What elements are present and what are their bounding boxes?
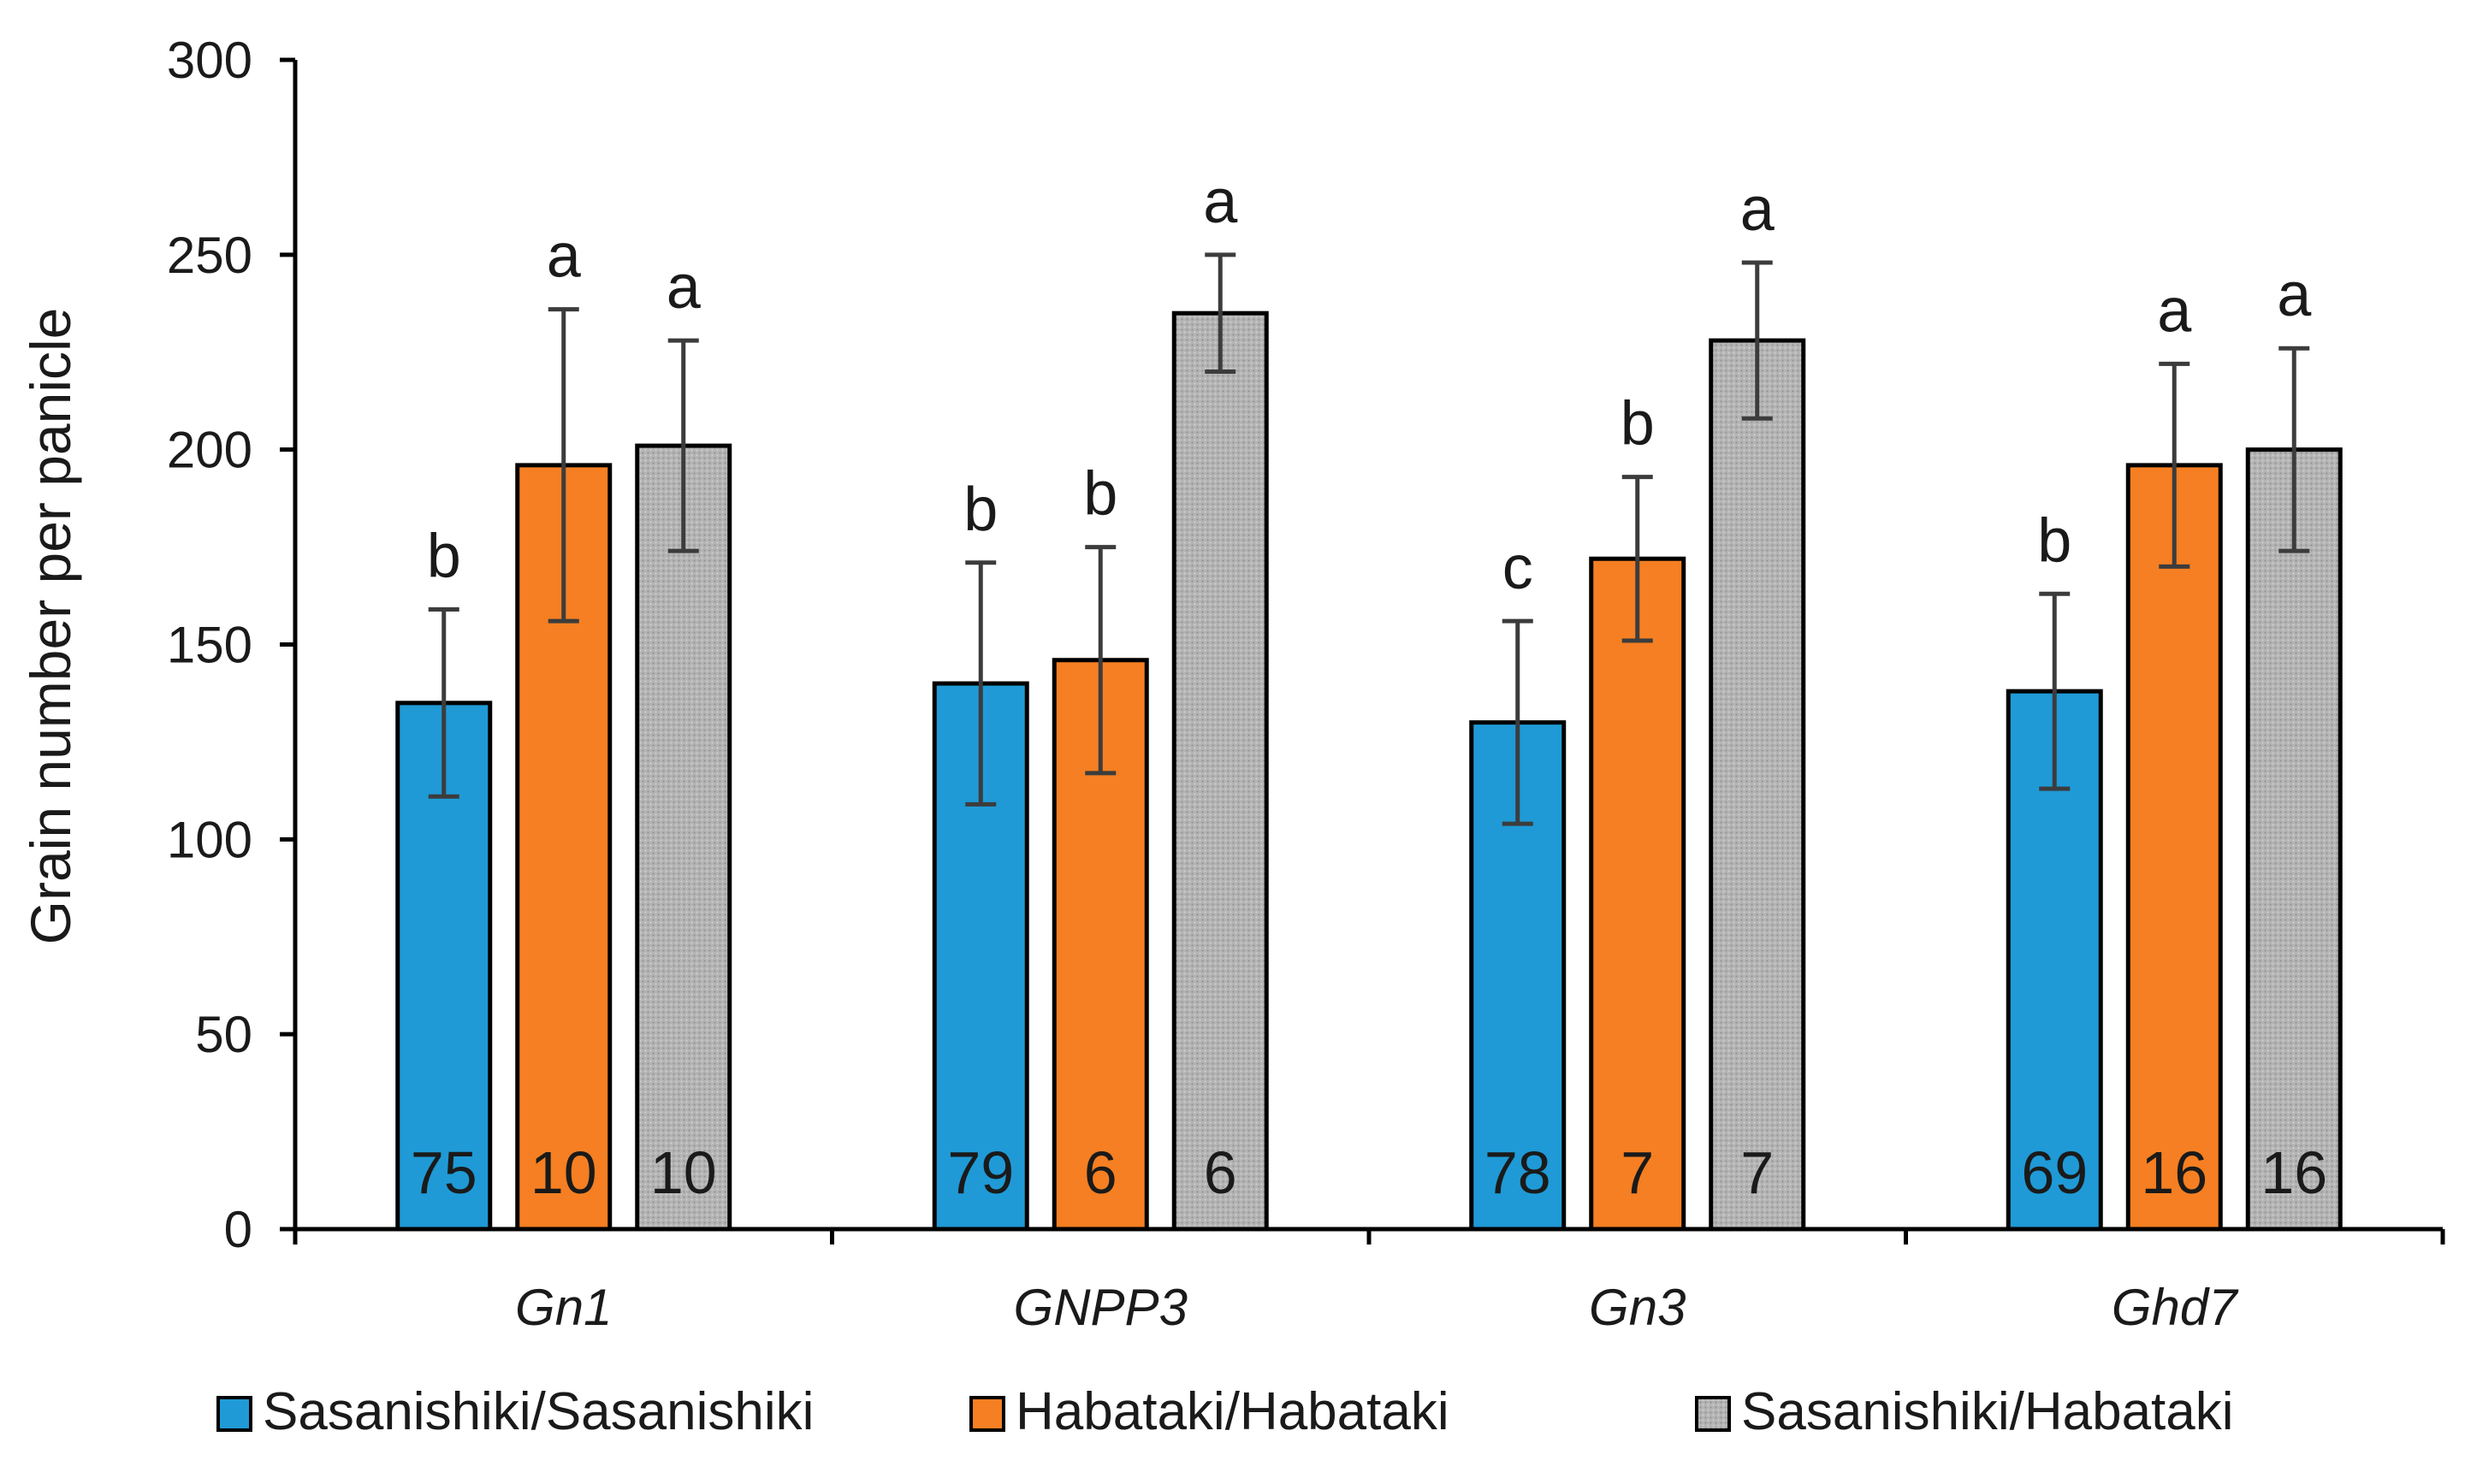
y-tick-label: 50 <box>195 1006 252 1063</box>
axes-layer: 0 50 100 150 200 250 300 <box>167 32 2445 1258</box>
y-tick-label: 0 <box>224 1201 252 1258</box>
legend-swatch-series2 <box>969 1396 1005 1432</box>
bars-layer <box>395 252 2343 1232</box>
sample-count-label: 78 <box>1484 1139 1551 1206</box>
sample-count-label: 7 <box>1621 1139 1654 1206</box>
legend: Sasanishiki/Sasanishiki Habataki/Habataki… <box>216 1382 2234 1441</box>
significance-label: b <box>1083 460 1117 529</box>
y-axis-label: Grain number per panicle <box>19 308 82 945</box>
y-tick-label: 300 <box>167 32 252 89</box>
sample-count-label: 10 <box>530 1139 597 1206</box>
significance-label: c <box>1502 534 1533 602</box>
bar-Gn3-series2 <box>1589 556 1686 1232</box>
sample-count-label: 10 <box>650 1139 717 1206</box>
bar-Ghd7-series3 <box>2245 447 2343 1232</box>
category-label-Gn1: Gn1 <box>515 1279 612 1336</box>
significance-label: a <box>1740 175 1775 244</box>
significance-label: a <box>2277 261 2312 329</box>
sample-count-label: 6 <box>1084 1139 1117 1206</box>
category-label-Ghd7: Ghd7 <box>2112 1279 2239 1336</box>
sample-count-label: 16 <box>2261 1139 2327 1206</box>
bar-Gn3-series3 <box>1709 338 1806 1232</box>
sample-count-label: 79 <box>947 1139 1014 1206</box>
significance-label: a <box>547 222 582 291</box>
y-tick-label: 150 <box>167 617 252 674</box>
bar-GNPP3-series3 <box>1171 310 1269 1232</box>
bar-Gn1-series3 <box>635 443 732 1232</box>
bar-Ghd7-series2 <box>2125 463 2223 1232</box>
legend-label-series2: Habataki/Habataki <box>1016 1382 1449 1441</box>
legend-swatch-series3 <box>1695 1396 1731 1432</box>
sample-count-label: 75 <box>411 1139 477 1206</box>
y-tick-label: 200 <box>167 422 252 479</box>
legend-label-series1: Sasanishiki/Sasanishiki <box>263 1382 814 1441</box>
sample-count-label: 6 <box>1204 1139 1237 1206</box>
sample-count-label: 69 <box>2021 1139 2088 1206</box>
sample-count-label: 7 <box>1740 1139 1774 1206</box>
legend-label-series3: Sasanishiki/Habataki <box>1741 1382 2234 1441</box>
category-label-Gn3: Gn3 <box>1589 1279 1686 1336</box>
significance-label: b <box>1621 390 1655 458</box>
significance-label: a <box>667 253 702 322</box>
significance-label: b <box>427 522 461 590</box>
significance-label: b <box>2037 506 2071 575</box>
category-label-GNPP3: GNPP3 <box>1014 1279 1188 1336</box>
significance-label: a <box>1203 168 1238 236</box>
legend-swatch-series1 <box>216 1396 252 1432</box>
significance-label: a <box>2157 276 2192 345</box>
labels-layer: b 75 a 10 a 10 Gn1 b 79 b 6 a 6 GNPP3 c 78 b 7 a 7 Gn3 b 69 a 16… <box>411 168 2327 1336</box>
y-tick-label: 250 <box>167 227 252 284</box>
sample-count-label: 16 <box>2141 1139 2207 1206</box>
significance-label: b <box>963 476 998 544</box>
y-tick-label: 100 <box>167 811 252 868</box>
